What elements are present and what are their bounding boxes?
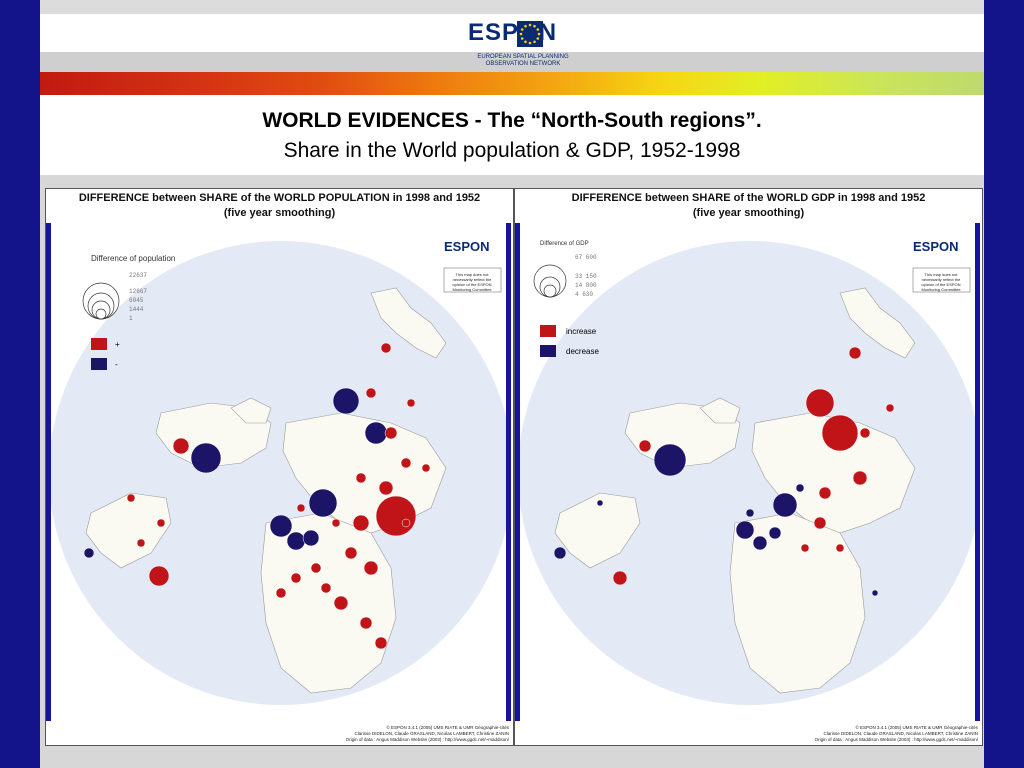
population-map-title-line1: DIFFERENCE between SHARE of the WORLD PO… [78, 192, 481, 204]
svg-text:necessarily reflect the: necessarily reflect the [453, 277, 492, 282]
svg-text:33 150: 33 150 [575, 273, 597, 280]
gdp-legend-decrease-swatch [540, 345, 556, 357]
grey-bar: EUROPEAN SPATIAL PLANNING OBSERVATION NE… [40, 52, 984, 72]
logo-subtitle: EUROPEAN SPATIAL PLANNING OBSERVATION NE… [477, 54, 569, 67]
eu-stars-icon [517, 21, 543, 47]
svg-text:necessarily reflect the: necessarily reflect the [922, 277, 961, 282]
population-map-title: DIFFERENCE between SHARE of the WORLD PO… [46, 191, 513, 221]
color-gradient-bar [40, 72, 984, 95]
title-box: WORLD EVIDENCES - The “North-South regio… [40, 95, 984, 175]
pop-legend-values: 22637 12667 6045 1444 1 [129, 272, 147, 322]
gdp-credit-1: © ESPON 3.4.1 (2005) UMS RIATE & UMR Géo… [855, 725, 978, 730]
gdp-map-panel: DIFFERENCE between SHARE of the WORLD GD… [514, 188, 983, 746]
right-blue-edge [975, 223, 980, 721]
pop-legend-plus-swatch [91, 338, 107, 350]
pop-credit-3: Origin of data : Angus Maddison Website … [345, 737, 509, 742]
pop-legend-minus-label: - [115, 360, 118, 369]
svg-text:This map does not: This map does not [456, 272, 490, 277]
slide: ESPON EUROPEAN SPATIAL PLANNING OBSERVAT… [40, 0, 984, 768]
gdp-map-title-line1: DIFFERENCE between SHARE of the WORLD GD… [571, 192, 926, 204]
gdp-legend-increase-swatch [540, 325, 556, 337]
svg-text:67 600: 67 600 [575, 254, 597, 261]
pop-legend-plus-label: + [115, 340, 120, 349]
top-strip [40, 0, 984, 14]
gdp-legend-title: Difference of GDP [540, 241, 589, 247]
header-banner: ESPON [40, 14, 984, 52]
population-map-title-line2: (five year smoothing) [223, 207, 336, 219]
pop-legend-minus-swatch [91, 358, 107, 370]
gdp-credit-2: Clarisse DIDELON, Claude GRASLAND, Nicol… [823, 731, 978, 736]
pop-legend-title: Difference of population [91, 254, 175, 263]
population-map-credits: © ESPON 3.4.1 (2005) UMS RIATE & UMR Géo… [269, 725, 509, 743]
svg-text:This map does not: This map does not [925, 272, 959, 277]
slide-subtitle: Share in the World population & GDP, 195… [283, 139, 741, 162]
svg-text:ESPON: ESPON [444, 239, 490, 254]
gdp-espon-badge: ESPON This map does not necessarily refl… [912, 239, 971, 293]
population-map-panel: DIFFERENCE between SHARE of the WORLD PO… [45, 188, 514, 746]
population-map: Difference of population 22637 12667 604… [51, 223, 506, 723]
svg-text:opinion of the ESPON: opinion of the ESPON [921, 282, 960, 287]
gdp-legend-circles [533, 264, 567, 298]
gdp-legend-increase-label: increase [566, 327, 597, 336]
svg-text:Monitoring Committee: Monitoring Committee [921, 287, 961, 292]
gdp-map-credits: © ESPON 3.4.1 (2005) UMS RIATE & UMR Géo… [738, 725, 978, 743]
population-symbols [83, 342, 431, 650]
svg-text:ESPON: ESPON [913, 239, 959, 254]
svg-text:Monitoring Committee: Monitoring Committee [452, 287, 492, 292]
svg-text:1444: 1444 [129, 306, 144, 313]
gdp-map-title: DIFFERENCE between SHARE of the WORLD GD… [515, 191, 982, 221]
left-blue-edge [46, 223, 51, 721]
gdp-map-title-line2: (five year smoothing) [692, 207, 805, 219]
svg-text:opinion of the ESPON: opinion of the ESPON [452, 282, 491, 287]
svg-text:22637: 22637 [129, 272, 147, 279]
pop-espon-badge: ESPON This map does not necessarily refl… [443, 239, 502, 293]
svg-text:1: 1 [129, 315, 133, 322]
pop-credit-1: © ESPON 3.4.1 (2005) UMS RIATE & UMR Géo… [386, 725, 509, 730]
gdp-credit-3: Origin of data : Angus Maddison Website … [814, 737, 978, 742]
svg-text:12667: 12667 [129, 288, 147, 295]
gdp-legend-decrease-label: decrease [566, 347, 599, 356]
svg-text:4 630: 4 630 [575, 291, 593, 298]
svg-text:6045: 6045 [129, 297, 144, 304]
pop-credit-2: Clarisse DIDELON, Claude GRASLAND, Nicol… [354, 731, 509, 736]
espon-logo: ESPON [468, 19, 568, 79]
right-blue-edge [506, 223, 511, 721]
gdp-map: Difference of GDP 67 600 33 150 14 800 4… [520, 223, 975, 723]
slide-title: WORLD EVIDENCES - The “North-South regio… [262, 109, 762, 132]
logo-text: ESPON [468, 19, 558, 46]
svg-text:14 800: 14 800 [575, 282, 597, 289]
gdp-symbols [553, 346, 895, 597]
left-blue-edge [515, 223, 520, 721]
pop-legend-circles [82, 282, 120, 320]
gdp-legend-values: 67 600 33 150 14 800 4 630 [575, 254, 597, 298]
